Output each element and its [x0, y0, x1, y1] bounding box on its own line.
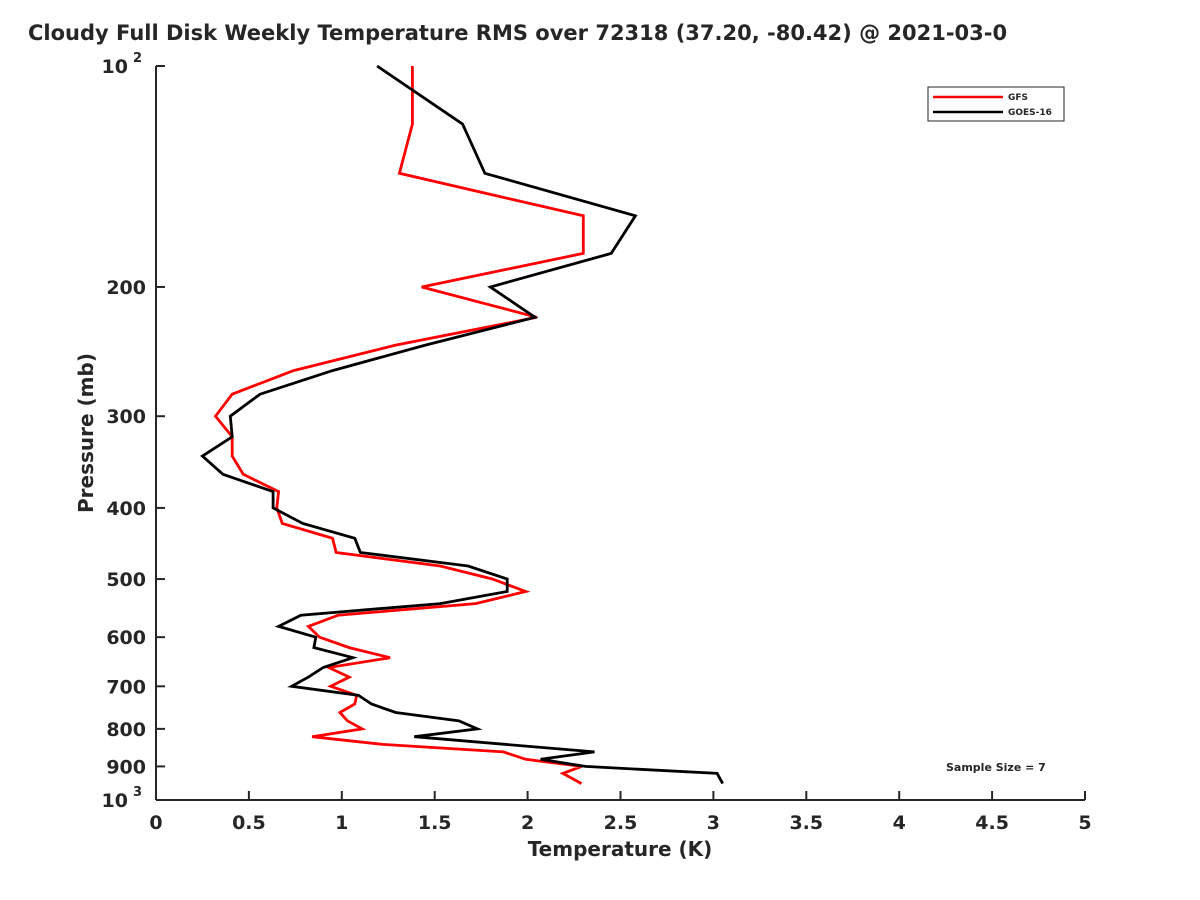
sample-size-annotation: Sample Size = 7 — [946, 761, 1046, 774]
y-tick-label: 800 — [106, 719, 146, 741]
y-tick-label: 10 — [102, 790, 128, 812]
chart-title: Cloudy Full Disk Weekly Temperature RMS … — [28, 21, 1007, 45]
x-tick-label: 0 — [149, 812, 162, 834]
axes: 0 0.5 1 1.5 2 2.5 3 3.5 4 4.5 5 10 2 200 300 400 500 600 7… — [102, 51, 1092, 834]
series-line-goes-16 — [200, 64, 724, 785]
y-tick-label: 10 — [102, 56, 128, 78]
legend: GFS GOES-16 — [927, 86, 1065, 122]
y-tick-exponent: 2 — [133, 51, 142, 66]
y-tick-label: 300 — [106, 406, 146, 428]
x-tick-label: 4.5 — [975, 812, 1009, 834]
legend-box — [927, 86, 1065, 122]
series-lines — [200, 64, 724, 785]
y-tick-label: 900 — [106, 756, 146, 778]
x-tick-label: 2.5 — [604, 812, 638, 834]
y-axis-label: Pressure (mb) — [74, 353, 98, 513]
x-axis-label: Temperature (K) — [528, 837, 713, 861]
x-tick-label: 1 — [335, 812, 348, 834]
y-tick-label: 700 — [106, 676, 146, 698]
series-line-gfs — [213, 66, 585, 785]
x-tick-label: 0.5 — [232, 812, 266, 834]
x-tick-label: 1.5 — [418, 812, 452, 834]
x-tick-label: 4 — [893, 812, 906, 834]
legend-label-goes16: GOES-16 — [1008, 108, 1052, 118]
y-tick-exponent: 3 — [133, 785, 142, 800]
y-tick-label: 200 — [106, 277, 146, 299]
x-tick-label: 2 — [521, 812, 534, 834]
y-tick-label: 400 — [106, 498, 146, 520]
x-tick-label: 3.5 — [789, 812, 823, 834]
x-tick-label: 3 — [707, 812, 720, 834]
y-tick-label: 600 — [106, 627, 146, 649]
legend-label-gfs: GFS — [1008, 93, 1028, 103]
y-tick-label: 500 — [106, 569, 146, 591]
x-tick-label: 5 — [1078, 812, 1091, 834]
